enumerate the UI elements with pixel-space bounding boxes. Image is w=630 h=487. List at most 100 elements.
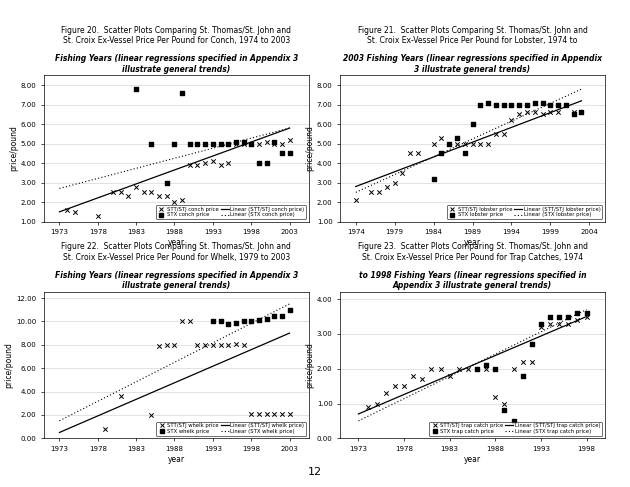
Point <box>389 179 399 187</box>
Point <box>472 365 482 373</box>
Y-axis label: price/pound: price/pound <box>4 342 13 388</box>
Point <box>254 140 264 148</box>
Point <box>507 116 517 124</box>
Point <box>435 365 445 373</box>
Point <box>390 382 400 390</box>
Point <box>472 365 482 373</box>
Point <box>269 312 279 319</box>
Point <box>366 188 376 196</box>
Point <box>177 318 187 325</box>
Point <box>427 365 437 373</box>
X-axis label: year: year <box>168 238 185 247</box>
Text: Figure 20.  Scatter Plots Comparing St. Thomas/St. John and
St. Croix Ex-Vessel : Figure 20. Scatter Plots Comparing St. T… <box>61 25 292 45</box>
Point <box>500 407 510 414</box>
Point <box>545 313 555 320</box>
Point <box>246 410 256 418</box>
Point <box>573 316 583 324</box>
Point <box>518 358 528 366</box>
Point <box>185 318 195 325</box>
Point <box>527 340 537 348</box>
Point <box>285 306 295 314</box>
Y-axis label: price/pound: price/pound <box>9 126 18 171</box>
Point <box>177 89 187 97</box>
Point <box>261 315 272 323</box>
Point <box>215 341 226 349</box>
Point <box>398 169 408 177</box>
Point <box>546 109 556 116</box>
Point <box>116 393 126 400</box>
Point <box>192 140 202 148</box>
Point <box>437 150 447 157</box>
Point <box>146 140 156 148</box>
Point <box>374 188 384 196</box>
Point <box>408 372 418 379</box>
Point <box>463 365 473 373</box>
Point <box>208 140 218 148</box>
Text: Fishing Years (linear regressions specified in Appendix 3
illustrate general tre: Fishing Years (linear regressions specif… <box>55 54 298 74</box>
Point <box>553 101 563 109</box>
Point <box>277 140 287 148</box>
Point <box>508 417 518 425</box>
Text: to 1998 Fishing Years (linear regressions specified in
Appendix 3 illustrate gen: to 1998 Fishing Years (linear regression… <box>358 270 587 290</box>
Point <box>483 140 493 148</box>
Point <box>581 313 592 320</box>
Point <box>500 400 510 408</box>
Point <box>231 138 241 146</box>
Text: 12: 12 <box>308 467 322 477</box>
Point <box>192 161 202 169</box>
Point <box>553 109 563 116</box>
Point <box>561 101 571 109</box>
Point <box>563 313 573 320</box>
Point <box>573 309 583 317</box>
Point <box>285 150 295 157</box>
Point <box>351 196 361 204</box>
Point <box>381 389 391 397</box>
Point <box>490 365 500 373</box>
Point <box>200 159 210 167</box>
Point <box>530 99 540 107</box>
Point <box>162 192 172 200</box>
Point <box>223 341 233 349</box>
Point <box>231 140 241 148</box>
Point <box>261 159 272 167</box>
Point <box>131 85 141 93</box>
Point <box>139 188 149 196</box>
Point <box>362 403 372 411</box>
Point <box>382 183 392 190</box>
Point <box>277 150 287 157</box>
Point <box>192 341 202 349</box>
Point <box>169 140 180 148</box>
Point <box>475 101 485 109</box>
Legend: STT/STJ whelk price, STX whelk price, Linear (STT/STJ whelk price), Linear (STX : STT/STJ whelk price, STX whelk price, Li… <box>156 422 306 436</box>
Point <box>269 410 279 418</box>
Point <box>475 140 485 148</box>
Point <box>536 323 546 331</box>
Point <box>239 318 249 325</box>
Point <box>246 140 256 148</box>
Point <box>561 101 571 109</box>
Point <box>277 410 287 418</box>
Point <box>261 138 272 146</box>
Point <box>452 140 462 148</box>
Point <box>546 101 556 109</box>
Point <box>169 198 180 206</box>
Point <box>285 136 295 144</box>
Point <box>200 140 210 148</box>
Point <box>269 138 279 146</box>
Point <box>215 318 226 325</box>
Point <box>536 319 546 327</box>
Point <box>185 161 195 169</box>
Text: Figure 22.  Scatter Plots Comparing St. Thomas/St. John and
St. Croix Ex-Vessel : Figure 22. Scatter Plots Comparing St. T… <box>62 242 291 262</box>
Point <box>162 179 172 187</box>
Point <box>508 365 518 373</box>
Point <box>146 411 156 419</box>
Point <box>215 161 226 169</box>
Point <box>223 140 233 148</box>
Point <box>231 340 241 348</box>
Point <box>223 159 233 167</box>
Point <box>491 130 501 138</box>
Point <box>514 111 524 118</box>
Point <box>93 212 103 220</box>
Point <box>100 425 110 433</box>
Point <box>62 206 72 214</box>
